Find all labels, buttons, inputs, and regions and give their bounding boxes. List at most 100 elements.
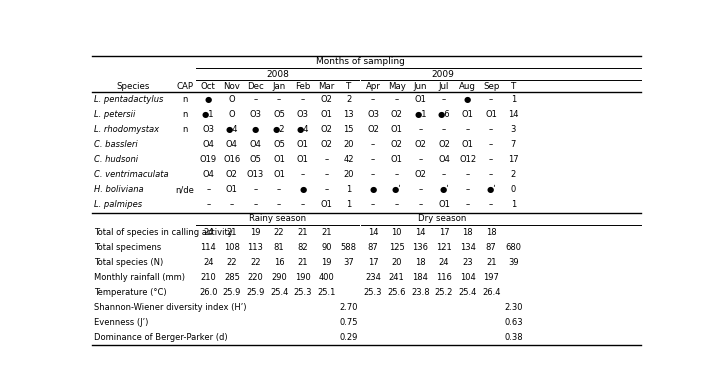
Text: L. rhodomystax: L. rhodomystax (94, 125, 159, 134)
Text: 39: 39 (508, 258, 519, 267)
Text: C. hudsoni: C. hudsoni (94, 155, 138, 164)
Text: 22: 22 (226, 258, 237, 267)
Text: O2: O2 (391, 140, 403, 149)
Text: O3: O3 (249, 110, 261, 119)
Text: –: – (253, 185, 258, 194)
Text: 21: 21 (486, 258, 496, 267)
Text: 19: 19 (321, 258, 331, 267)
Text: 400: 400 (318, 273, 334, 282)
Text: O1: O1 (462, 140, 473, 149)
Text: O5: O5 (250, 155, 261, 164)
Text: O1: O1 (391, 125, 403, 134)
Text: 24: 24 (438, 258, 449, 267)
Text: –: – (466, 201, 470, 210)
Text: L. palmipes: L. palmipes (94, 201, 142, 210)
Text: 1: 1 (346, 201, 351, 210)
Text: 113: 113 (248, 243, 263, 252)
Text: O1: O1 (486, 110, 497, 119)
Text: O1: O1 (391, 155, 403, 164)
Text: ●: ● (369, 185, 377, 194)
Text: n: n (182, 125, 188, 134)
Text: –: – (371, 140, 375, 149)
Text: ●2: ●2 (273, 125, 286, 134)
Text: O1: O1 (273, 155, 285, 164)
Text: 14: 14 (508, 110, 518, 119)
Text: –: – (301, 170, 305, 179)
Text: O1: O1 (226, 185, 238, 194)
Text: –: – (489, 201, 493, 210)
Text: n: n (182, 95, 188, 104)
Text: 680: 680 (506, 243, 521, 252)
Text: –: – (395, 201, 399, 210)
Text: O2: O2 (226, 170, 238, 179)
Text: 25.9: 25.9 (223, 288, 241, 297)
Text: ●: ● (252, 125, 259, 134)
Text: 197: 197 (483, 273, 499, 282)
Text: O1: O1 (321, 110, 332, 119)
Text: 20: 20 (343, 140, 354, 149)
Text: O3: O3 (297, 110, 308, 119)
Text: O2: O2 (414, 140, 426, 149)
Text: –: – (371, 201, 375, 210)
Text: –: – (489, 125, 493, 134)
Text: Monthly rainfall (mm): Monthly rainfall (mm) (94, 273, 185, 282)
Text: –: – (466, 125, 470, 134)
Text: 285: 285 (224, 273, 240, 282)
Text: C. bassleri: C. bassleri (94, 140, 137, 149)
Text: 20: 20 (343, 170, 354, 179)
Text: O2: O2 (321, 140, 332, 149)
Text: –: – (371, 170, 375, 179)
Text: 17: 17 (438, 228, 449, 237)
Text: –: – (489, 95, 493, 104)
Text: Jan: Jan (273, 82, 286, 91)
Text: O1: O1 (297, 140, 308, 149)
Text: 0: 0 (511, 185, 516, 194)
Text: O1: O1 (462, 110, 473, 119)
Text: 81: 81 (273, 243, 284, 252)
Text: 23: 23 (462, 258, 473, 267)
Text: O16: O16 (223, 155, 241, 164)
Text: O4: O4 (438, 155, 450, 164)
Text: 241: 241 (389, 273, 405, 282)
Text: Rainy season: Rainy season (249, 214, 306, 223)
Text: T: T (346, 82, 351, 91)
Text: Jun: Jun (413, 82, 427, 91)
Text: O4: O4 (226, 140, 238, 149)
Text: 24: 24 (203, 258, 213, 267)
Text: Mar: Mar (318, 82, 334, 91)
Text: 20: 20 (391, 258, 402, 267)
Text: –: – (277, 201, 281, 210)
Text: 24: 24 (203, 228, 213, 237)
Text: 22: 22 (274, 228, 284, 237)
Text: Nov: Nov (223, 82, 241, 91)
Text: L. petersii: L. petersii (94, 110, 135, 119)
Text: 588: 588 (341, 243, 356, 252)
Text: 10: 10 (391, 228, 402, 237)
Text: O2: O2 (391, 110, 403, 119)
Text: 210: 210 (201, 273, 216, 282)
Text: 0.75: 0.75 (339, 318, 358, 327)
Text: 87: 87 (486, 243, 496, 252)
Text: –: – (418, 201, 423, 210)
Text: 18: 18 (486, 228, 496, 237)
Text: Total of species in calling activity: Total of species in calling activity (94, 228, 233, 237)
Text: Dry season: Dry season (418, 214, 467, 223)
Text: 21: 21 (298, 228, 308, 237)
Text: 25.2: 25.2 (435, 288, 453, 297)
Text: 25.3: 25.3 (364, 288, 382, 297)
Text: 14: 14 (415, 228, 426, 237)
Text: 0.63: 0.63 (504, 318, 523, 327)
Text: –: – (489, 140, 493, 149)
Text: 220: 220 (248, 273, 263, 282)
Text: 0.29: 0.29 (339, 333, 358, 342)
Text: O2: O2 (321, 95, 332, 104)
Text: Jul: Jul (439, 82, 449, 91)
Text: –: – (206, 185, 211, 194)
Text: O19: O19 (200, 155, 217, 164)
Text: –: – (418, 125, 423, 134)
Text: 13: 13 (343, 110, 354, 119)
Text: Months of sampling: Months of sampling (316, 57, 405, 66)
Text: 290: 290 (271, 273, 287, 282)
Text: Dec: Dec (247, 82, 264, 91)
Text: 25.9: 25.9 (246, 288, 265, 297)
